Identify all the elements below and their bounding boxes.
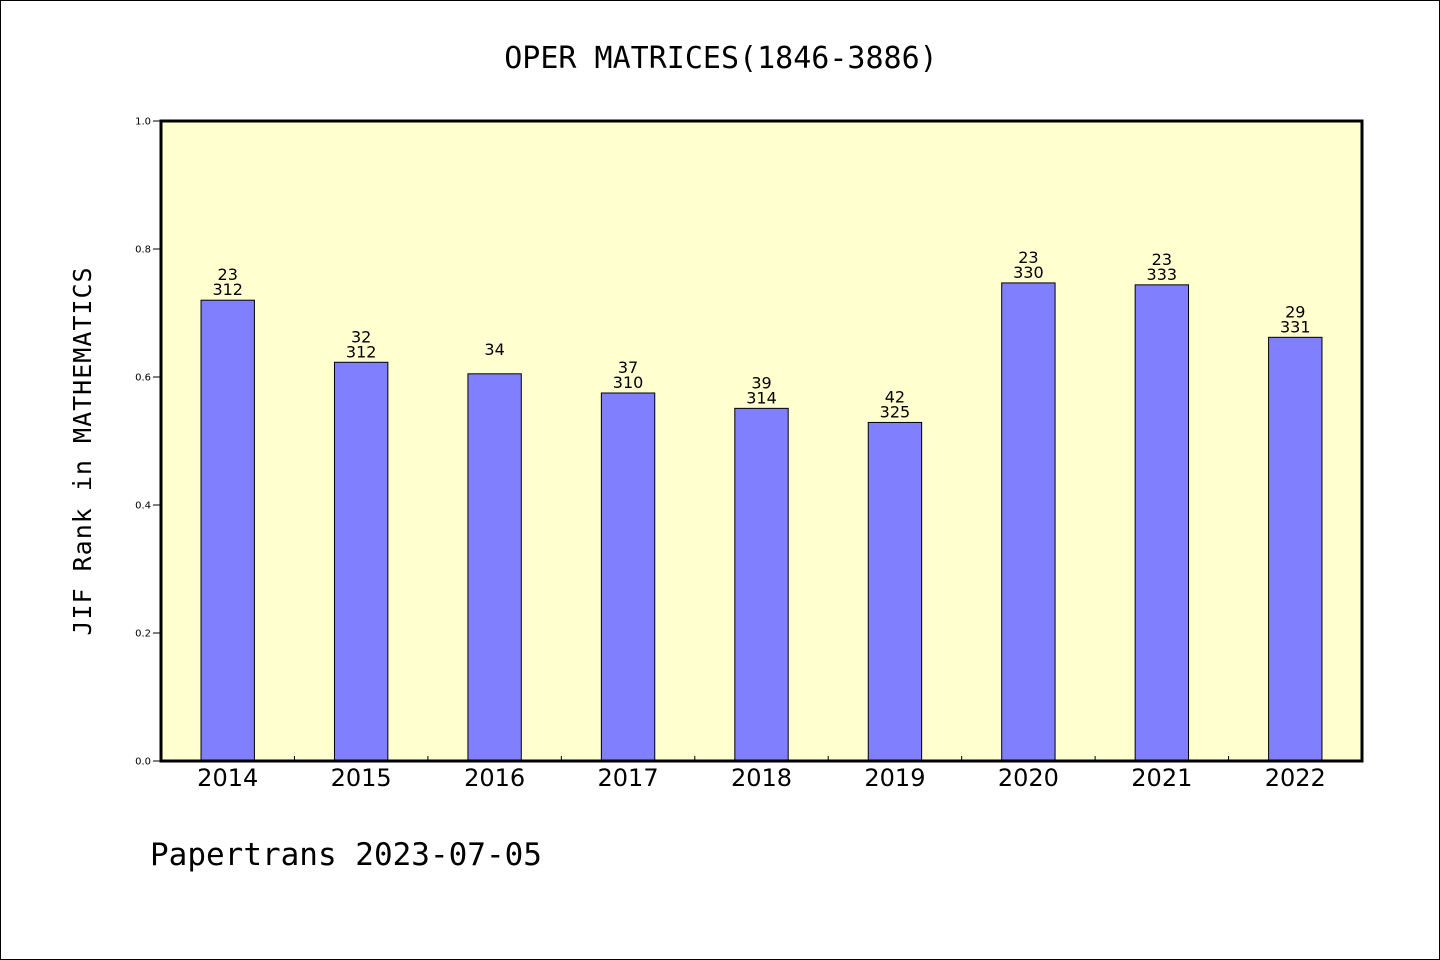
data-label-rank-2021: 23 xyxy=(1152,250,1172,269)
data-label-total-2017: 310 xyxy=(613,373,644,392)
data-label-rank-2017: 37 xyxy=(618,358,638,377)
data-label-total-2020: 330 xyxy=(1013,263,1044,282)
data-label-rank-2018: 39 xyxy=(751,373,771,392)
bar-2015 xyxy=(333,361,389,762)
y-tick-label-0.2: 0.2 xyxy=(135,629,151,640)
y-tick-label-1.0: 1.0 xyxy=(135,117,151,128)
data-label-total-2022: 331 xyxy=(1280,317,1311,336)
data-label-rank-2015: 32 xyxy=(351,327,371,346)
bar-2018 xyxy=(734,407,789,762)
data-label-rank-2016: 34 xyxy=(484,340,504,359)
bar-2022 xyxy=(1268,336,1323,762)
x-tick-label-2014: 2014 xyxy=(197,764,258,792)
bar-2017 xyxy=(600,392,656,762)
chart-title: OPER MATRICES(1846-3886) xyxy=(504,41,937,76)
bar-2020 xyxy=(1001,282,1056,762)
y-axis-ticks: 0.0 0.2 0.4 0.6 0.8 1.0 xyxy=(135,117,161,768)
data-label-rank-2022: 29 xyxy=(1285,302,1305,321)
data-label-rank-2020: 23 xyxy=(1018,248,1038,267)
plot-border xyxy=(159,119,1364,763)
x-tick-label-2020: 2020 xyxy=(998,764,1059,792)
y-tick-label-0.6: 0.6 xyxy=(135,373,151,384)
x-tick-label-2019: 2019 xyxy=(864,764,925,792)
bar-2016 xyxy=(467,373,522,762)
y-tick-label-0.8: 0.8 xyxy=(135,245,151,256)
data-label-total-2015: 312 xyxy=(346,342,377,361)
x-tick-label-2015: 2015 xyxy=(331,764,392,792)
bars-group xyxy=(200,282,1323,762)
x-tick-label-2022: 2022 xyxy=(1265,764,1326,792)
data-label-total-2021: 333 xyxy=(1147,265,1178,284)
data-label-total-2019: 325 xyxy=(880,402,911,421)
data-label-total-2014: 312 xyxy=(212,280,243,299)
bar-2019 xyxy=(867,421,923,762)
x-tick-label-2017: 2017 xyxy=(598,764,659,792)
y-axis-label: JIF Rank in MATHEMATICS xyxy=(68,266,97,635)
x-axis-ticks: 2014 2015 2016 2017 2018 2019 2020 2021 2022 xyxy=(197,756,1326,792)
data-label-rank-2019: 42 xyxy=(885,387,905,406)
footer-credit: Papertrans 2023-07-05 xyxy=(150,837,542,873)
y-tick-label-0.0: 0.0 xyxy=(135,757,151,768)
y-tick-label-0.4: 0.4 xyxy=(135,501,151,512)
x-tick-label-2016: 2016 xyxy=(464,764,525,792)
x-tick-label-2021: 2021 xyxy=(1131,764,1192,792)
x-tick-label-2018: 2018 xyxy=(731,764,792,792)
bar-2021 xyxy=(1134,284,1190,762)
data-label-rank-2014: 23 xyxy=(218,265,238,284)
bar-2014 xyxy=(200,299,255,762)
data-label-total-2018: 314 xyxy=(746,388,777,407)
